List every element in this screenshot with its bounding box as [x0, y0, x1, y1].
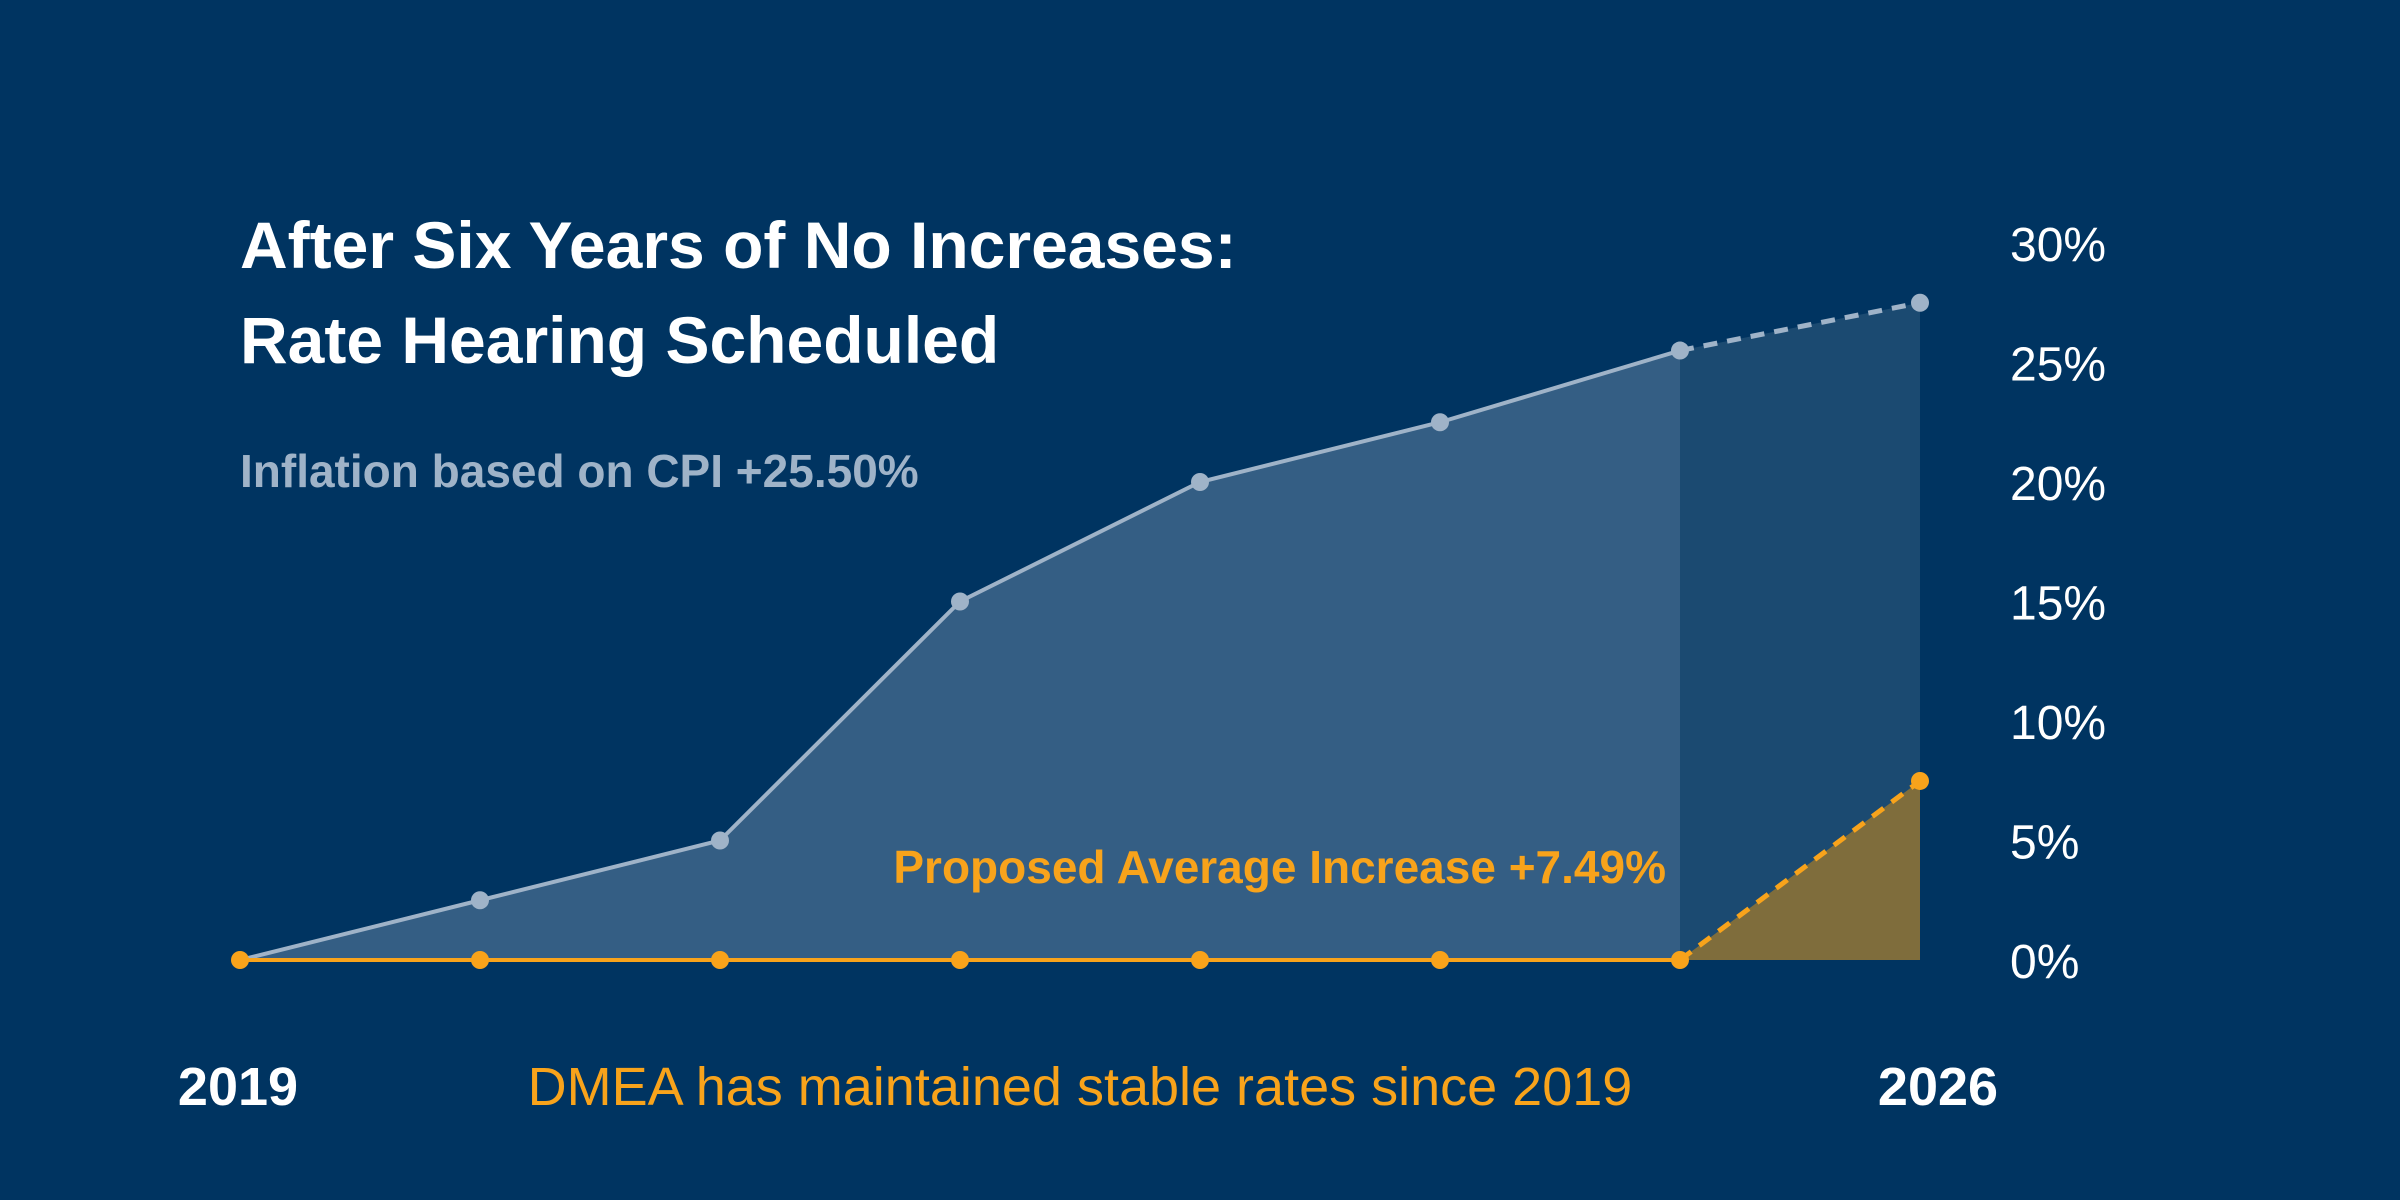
rate-point-2026: [1911, 771, 1929, 790]
chart-subtitle: Rate Hearing Scheduled: [240, 303, 999, 377]
inflation-annotation: Inflation based on CPI +25.50%: [240, 445, 919, 497]
y-tick-label: 0%: [2010, 936, 2079, 989]
x-tick-label-end: 2026: [1878, 1057, 1998, 1117]
y-tick-label: 25%: [2010, 339, 2106, 392]
y-tick-label: 5%: [2010, 817, 2079, 870]
inflation-point-2020: [471, 891, 489, 910]
rate-point-2023: [1191, 951, 1209, 969]
y-tick-label: 15%: [2010, 578, 2106, 631]
y-axis: 0% 5% 10% 15% 20% 25% 30%: [2010, 219, 2106, 989]
y-tick-label: 10%: [2010, 697, 2106, 750]
inflation-projection-line: [1679, 300, 1921, 354]
chart-title: After Six Years of No Increases:: [240, 208, 1237, 282]
rate-point-2024: [1431, 951, 1449, 969]
rate-projection-line: [1678, 778, 1922, 963]
rate-point-2022: [951, 951, 969, 969]
footer-annotation: DMEA has maintained stable rates since 2…: [528, 1057, 1633, 1117]
inflation-point-2021: [711, 831, 729, 850]
points: [231, 293, 1929, 969]
inflation-point-2026: [1911, 293, 1929, 312]
rate-point-2021: [711, 951, 729, 969]
inflation-point-2022: [951, 592, 969, 611]
y-tick-label: 20%: [2010, 458, 2106, 511]
rate-point-2025: [1671, 951, 1689, 969]
inflation-area: [240, 350, 1680, 960]
rate-point-2020: [471, 951, 489, 969]
inflation-point-2023: [1191, 473, 1209, 491]
proposed-annotation: Proposed Average Increase +7.49%: [893, 841, 1666, 893]
inflation-point-2025: [1671, 341, 1689, 360]
y-tick-label: 30%: [2010, 219, 2106, 272]
inflation-point-2024: [1431, 413, 1449, 432]
rate-point-2019: [231, 951, 249, 969]
projection-area: [1680, 302, 1920, 960]
x-tick-label-start: 2019: [178, 1057, 298, 1117]
